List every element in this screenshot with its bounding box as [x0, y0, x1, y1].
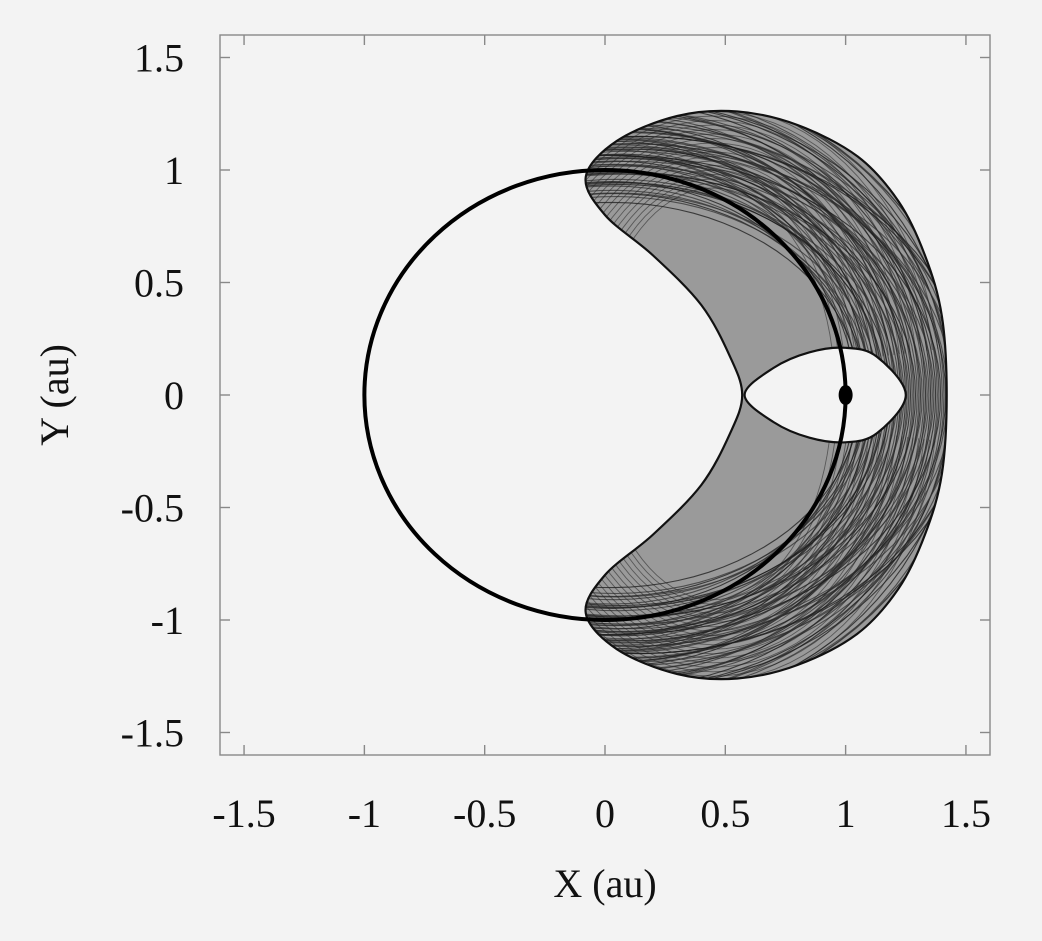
x-tick-label: -1: [348, 791, 381, 836]
trajectory-strand: [585, 436, 909, 664]
band-inner-gap-edge: [743, 346, 907, 444]
trajectory-strand: [585, 110, 939, 350]
band-outer-edge: [584, 109, 948, 681]
trajectory-strand: [585, 133, 900, 355]
tick-layer: -1.5 -1 -0.5 0 0.5 1 1.5 -1.5 -1 -0.5 0 0.5 1 1.5: [121, 35, 991, 836]
trajectory-strand: [585, 440, 936, 680]
trajectory-strand: [585, 436, 903, 659]
trajectory-strand: [585, 148, 947, 642]
trajectory-strand: [585, 110, 932, 680]
trajectory-strand: [585, 115, 947, 675]
trajectory-strand: [585, 157, 928, 633]
data-layer: [362, 109, 948, 681]
trajectory-strand: [585, 120, 917, 353]
horseshoe-orbit-band: [585, 110, 947, 680]
trajectory-strand: [585, 110, 938, 680]
trajectory-strand: [585, 146, 947, 644]
trajectory-strand: [585, 127, 947, 663]
trajectory-strand: [585, 147, 884, 357]
trajectory-strand: [585, 124, 911, 353]
x-tick-label: -1.5: [212, 791, 275, 836]
y-tick-label: -1: [151, 598, 184, 643]
x-tick-label: 1: [836, 791, 856, 836]
trajectory-strand: [585, 115, 913, 675]
y-tick-label: -1.5: [121, 711, 184, 756]
trajectory-strand: [585, 129, 906, 354]
trajectory-strand: [585, 433, 881, 641]
trajectory-strand: [585, 110, 943, 680]
trajectory-strand: [585, 110, 933, 350]
trajectory-strand: [585, 165, 923, 625]
x-tick-label: -0.5: [453, 791, 516, 836]
trajectory-strand: [585, 435, 898, 655]
y-tick-label: 1.5: [134, 36, 184, 81]
trajectory-strand: [585, 157, 912, 633]
trajectory-strand: [585, 137, 915, 653]
trajectory-strand: [585, 437, 914, 668]
trajectory-strand: [585, 438, 920, 673]
trajectory-strand: [585, 110, 947, 680]
y-tick-label: -0.5: [121, 486, 184, 531]
x-axis-label: X (au): [553, 861, 656, 906]
trajectory-strand: [585, 438, 925, 677]
y-axis-label: Y (au): [32, 344, 77, 446]
trajectory-strand: [585, 138, 895, 355]
trajectory-strand: [585, 439, 931, 680]
trajectory-strand: [585, 143, 947, 647]
x-tick-label: 1.5: [941, 791, 991, 836]
planet-point: [838, 385, 853, 405]
trajectory-strand: [585, 156, 873, 358]
trajectory-strand: [585, 432, 876, 637]
trajectory-strand: [585, 172, 917, 618]
x-tick-label: 0: [595, 791, 615, 836]
trajectory-strand: [585, 110, 945, 680]
trajectory-strand: [585, 150, 930, 640]
trajectory-strand: [585, 434, 887, 646]
trajectory-strand: [585, 434, 892, 650]
y-tick-label: 1: [164, 148, 184, 193]
trajectory-strand: [585, 148, 922, 642]
trajectory-strand: [585, 115, 922, 352]
trajectory-strand: [585, 120, 933, 670]
trajectory-strand: [585, 151, 878, 358]
trajectory-strand: [585, 142, 889, 356]
trajectory-strand: [585, 132, 940, 658]
y-tick-label: 0: [164, 373, 184, 418]
trajectory-strand: [585, 138, 918, 652]
x-tick-label: 0.5: [700, 791, 750, 836]
y-tick-label: 0.5: [134, 261, 184, 306]
